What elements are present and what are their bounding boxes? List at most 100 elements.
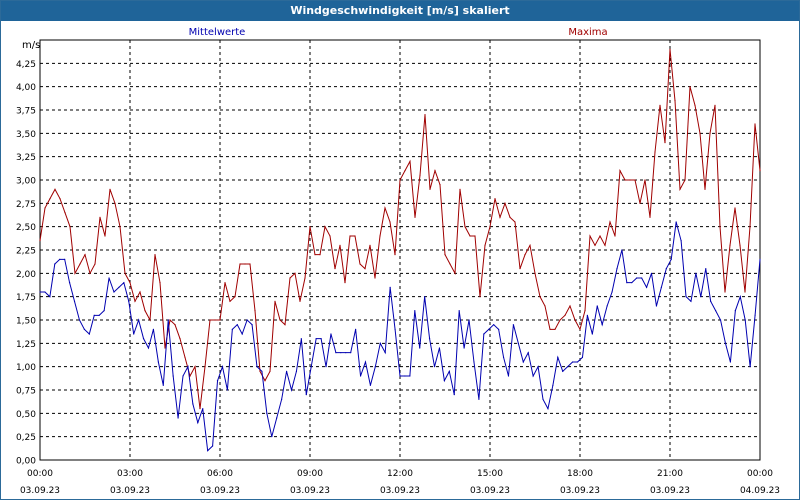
data-point-maxima	[554, 328, 556, 330]
data-point-mittelwerte	[428, 338, 431, 340]
data-point-mittelwerte	[483, 333, 485, 335]
data-point-maxima	[234, 296, 236, 298]
data-point-maxima	[204, 366, 206, 368]
x-tick-time-label: 09:00	[297, 469, 323, 479]
data-point-maxima	[64, 212, 66, 214]
data-point-mittelwerte	[710, 300, 712, 302]
data-point-mittelwerte	[611, 291, 613, 293]
data-point-maxima	[209, 319, 211, 321]
data-point-mittelwerte	[271, 436, 273, 438]
data-point-mittelwerte	[192, 403, 194, 405]
data-point-maxima	[269, 370, 271, 372]
data-point-mittelwerte	[502, 356, 505, 358]
data-point-mittelwerte	[448, 370, 450, 372]
data-point-mittelwerte	[522, 361, 524, 363]
data-point-mittelwerte	[616, 268, 618, 270]
data-point-maxima	[379, 235, 381, 237]
data-point-maxima	[334, 268, 336, 270]
data-point-mittelwerte	[216, 380, 219, 382]
data-point-maxima	[484, 244, 486, 246]
data-point-mittelwerte	[488, 328, 490, 330]
data-point-mittelwerte	[207, 450, 209, 452]
data-point-maxima	[169, 319, 171, 321]
data-point-mittelwerte	[463, 347, 465, 349]
data-point-maxima	[529, 244, 531, 246]
x-tick-time-label: 00:00	[747, 469, 773, 479]
data-point-mittelwerte	[251, 324, 253, 326]
y-unit-label: m/s	[22, 40, 40, 51]
data-point-maxima	[404, 170, 406, 172]
data-point-mittelwerte	[118, 286, 120, 288]
data-point-mittelwerte	[295, 370, 298, 372]
data-point-maxima	[714, 104, 716, 106]
y-tick-label: 0,00	[16, 457, 36, 467]
data-point-maxima	[444, 254, 446, 256]
data-point-maxima	[194, 366, 196, 368]
data-point-mittelwerte	[172, 375, 174, 377]
data-point-maxima	[479, 296, 481, 298]
data-point-maxima	[729, 244, 731, 246]
data-point-mittelwerte	[409, 375, 411, 377]
data-point-mittelwerte	[695, 272, 697, 274]
data-point-maxima	[619, 170, 621, 172]
data-point-mittelwerte	[734, 310, 736, 312]
data-point-maxima	[119, 226, 121, 228]
data-point-mittelwerte	[285, 370, 288, 372]
data-point-maxima	[164, 347, 166, 349]
data-point-maxima	[719, 226, 721, 228]
data-point-maxima	[104, 235, 106, 237]
data-point-mittelwerte	[759, 258, 761, 260]
data-point-mittelwerte	[98, 314, 100, 316]
data-point-mittelwerte	[527, 352, 529, 354]
data-point-maxima	[639, 202, 641, 204]
data-point-mittelwerte	[266, 412, 268, 414]
data-point-mittelwerte	[384, 352, 386, 354]
data-point-mittelwerte	[315, 338, 317, 340]
data-point-mittelwerte	[655, 305, 658, 307]
x-tick-date-label: 03.09.23	[650, 486, 690, 496]
data-point-mittelwerte	[468, 319, 470, 321]
data-point-maxima	[594, 244, 596, 246]
data-point-maxima	[704, 188, 706, 190]
data-point-maxima	[389, 221, 391, 223]
data-point-maxima	[354, 235, 356, 237]
data-point-maxima	[214, 319, 216, 321]
x-tick-time-label: 15:00	[477, 469, 503, 479]
data-point-maxima	[569, 305, 571, 307]
data-point-maxima	[294, 272, 296, 274]
data-point-mittelwerte	[626, 282, 628, 284]
data-point-maxima	[469, 235, 471, 237]
data-point-maxima	[424, 114, 426, 116]
data-point-maxima	[369, 244, 371, 246]
data-point-maxima	[89, 272, 91, 274]
data-point-mittelwerte	[631, 282, 633, 284]
data-point-maxima	[279, 319, 281, 321]
data-point-maxima	[609, 221, 611, 223]
data-point-maxima	[574, 319, 576, 321]
data-point-mittelwerte	[359, 375, 362, 377]
data-point-mittelwerte	[325, 366, 327, 368]
x-tick-time-label: 00:00	[27, 469, 53, 479]
data-point-maxima	[459, 188, 461, 190]
data-point-maxima	[654, 151, 656, 153]
data-point-mittelwerte	[310, 366, 312, 368]
data-point-maxima	[749, 226, 751, 228]
data-point-maxima	[159, 282, 161, 284]
data-point-maxima	[94, 263, 96, 265]
data-point-maxima	[54, 188, 56, 190]
data-point-maxima	[514, 221, 516, 223]
data-point-maxima	[684, 179, 686, 181]
plot-border	[39, 39, 761, 461]
data-point-mittelwerte	[749, 366, 751, 368]
data-point-maxima	[674, 100, 676, 102]
data-point-mittelwerte	[369, 384, 372, 386]
data-point-mittelwerte	[212, 445, 214, 447]
data-point-mittelwerte	[675, 221, 677, 223]
data-point-maxima	[84, 254, 86, 256]
legend-mittelwerte: Mittelwerte	[189, 27, 246, 38]
data-point-maxima	[689, 86, 691, 88]
y-tick-label: 2,25	[16, 247, 36, 257]
data-point-mittelwerte	[473, 361, 475, 363]
data-point-mittelwerte	[507, 375, 510, 377]
